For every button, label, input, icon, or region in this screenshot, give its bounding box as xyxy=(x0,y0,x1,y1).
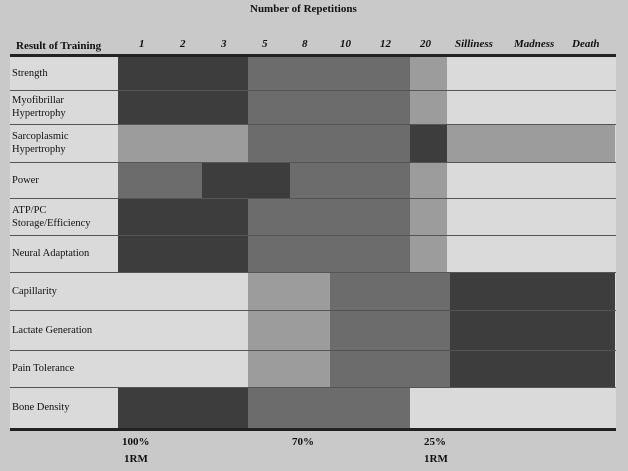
row-label: Strength xyxy=(12,68,48,79)
header-rule xyxy=(10,54,616,57)
row-header: Result of Training xyxy=(16,40,102,52)
footer-percent: 70% xyxy=(292,436,314,448)
row-separator xyxy=(10,90,616,91)
row-label: Capillarity xyxy=(12,285,57,297)
row-separator xyxy=(10,124,616,125)
footer-rule xyxy=(10,428,616,431)
row-label: Lactate Generation xyxy=(12,324,93,336)
column-header: 3 xyxy=(221,38,227,50)
row-separator xyxy=(10,387,616,388)
column-header: Silliness xyxy=(455,38,493,50)
row-separator xyxy=(10,162,616,163)
row-separator xyxy=(10,198,616,199)
column-header: 12 xyxy=(380,38,391,50)
row-label: Myofibrillar Hypertrophy xyxy=(12,95,66,119)
footer-percent: 100% xyxy=(122,436,150,448)
column-header: 2 xyxy=(180,38,186,50)
footer-unit: 1RM xyxy=(124,453,148,465)
column-header: 5 xyxy=(262,38,268,50)
row-label: Neural Adaptation xyxy=(12,248,90,259)
row-label: Power xyxy=(12,174,39,186)
title: Number of Repetitions xyxy=(250,3,357,15)
row-separator xyxy=(10,310,616,311)
row-label: Pain Tolerance xyxy=(12,363,75,374)
column-header: Death xyxy=(572,38,600,50)
row-separator xyxy=(10,350,616,351)
column-header: 10 xyxy=(340,38,351,50)
footer-percent: 25% xyxy=(424,436,446,448)
column-header: 1 xyxy=(139,38,145,50)
footer-unit: 1RM xyxy=(424,453,448,465)
row-label: Bone Density xyxy=(12,402,70,413)
row-separator xyxy=(10,235,616,236)
row-separator xyxy=(10,272,616,273)
column-header: 8 xyxy=(302,38,308,50)
row-label: ATP/PC Storage/Efficiency xyxy=(12,204,91,229)
column-header: Madness xyxy=(514,38,555,50)
column-header: 20 xyxy=(420,38,431,50)
row-label: Sarcoplasmic Hypertrophy xyxy=(12,131,69,155)
